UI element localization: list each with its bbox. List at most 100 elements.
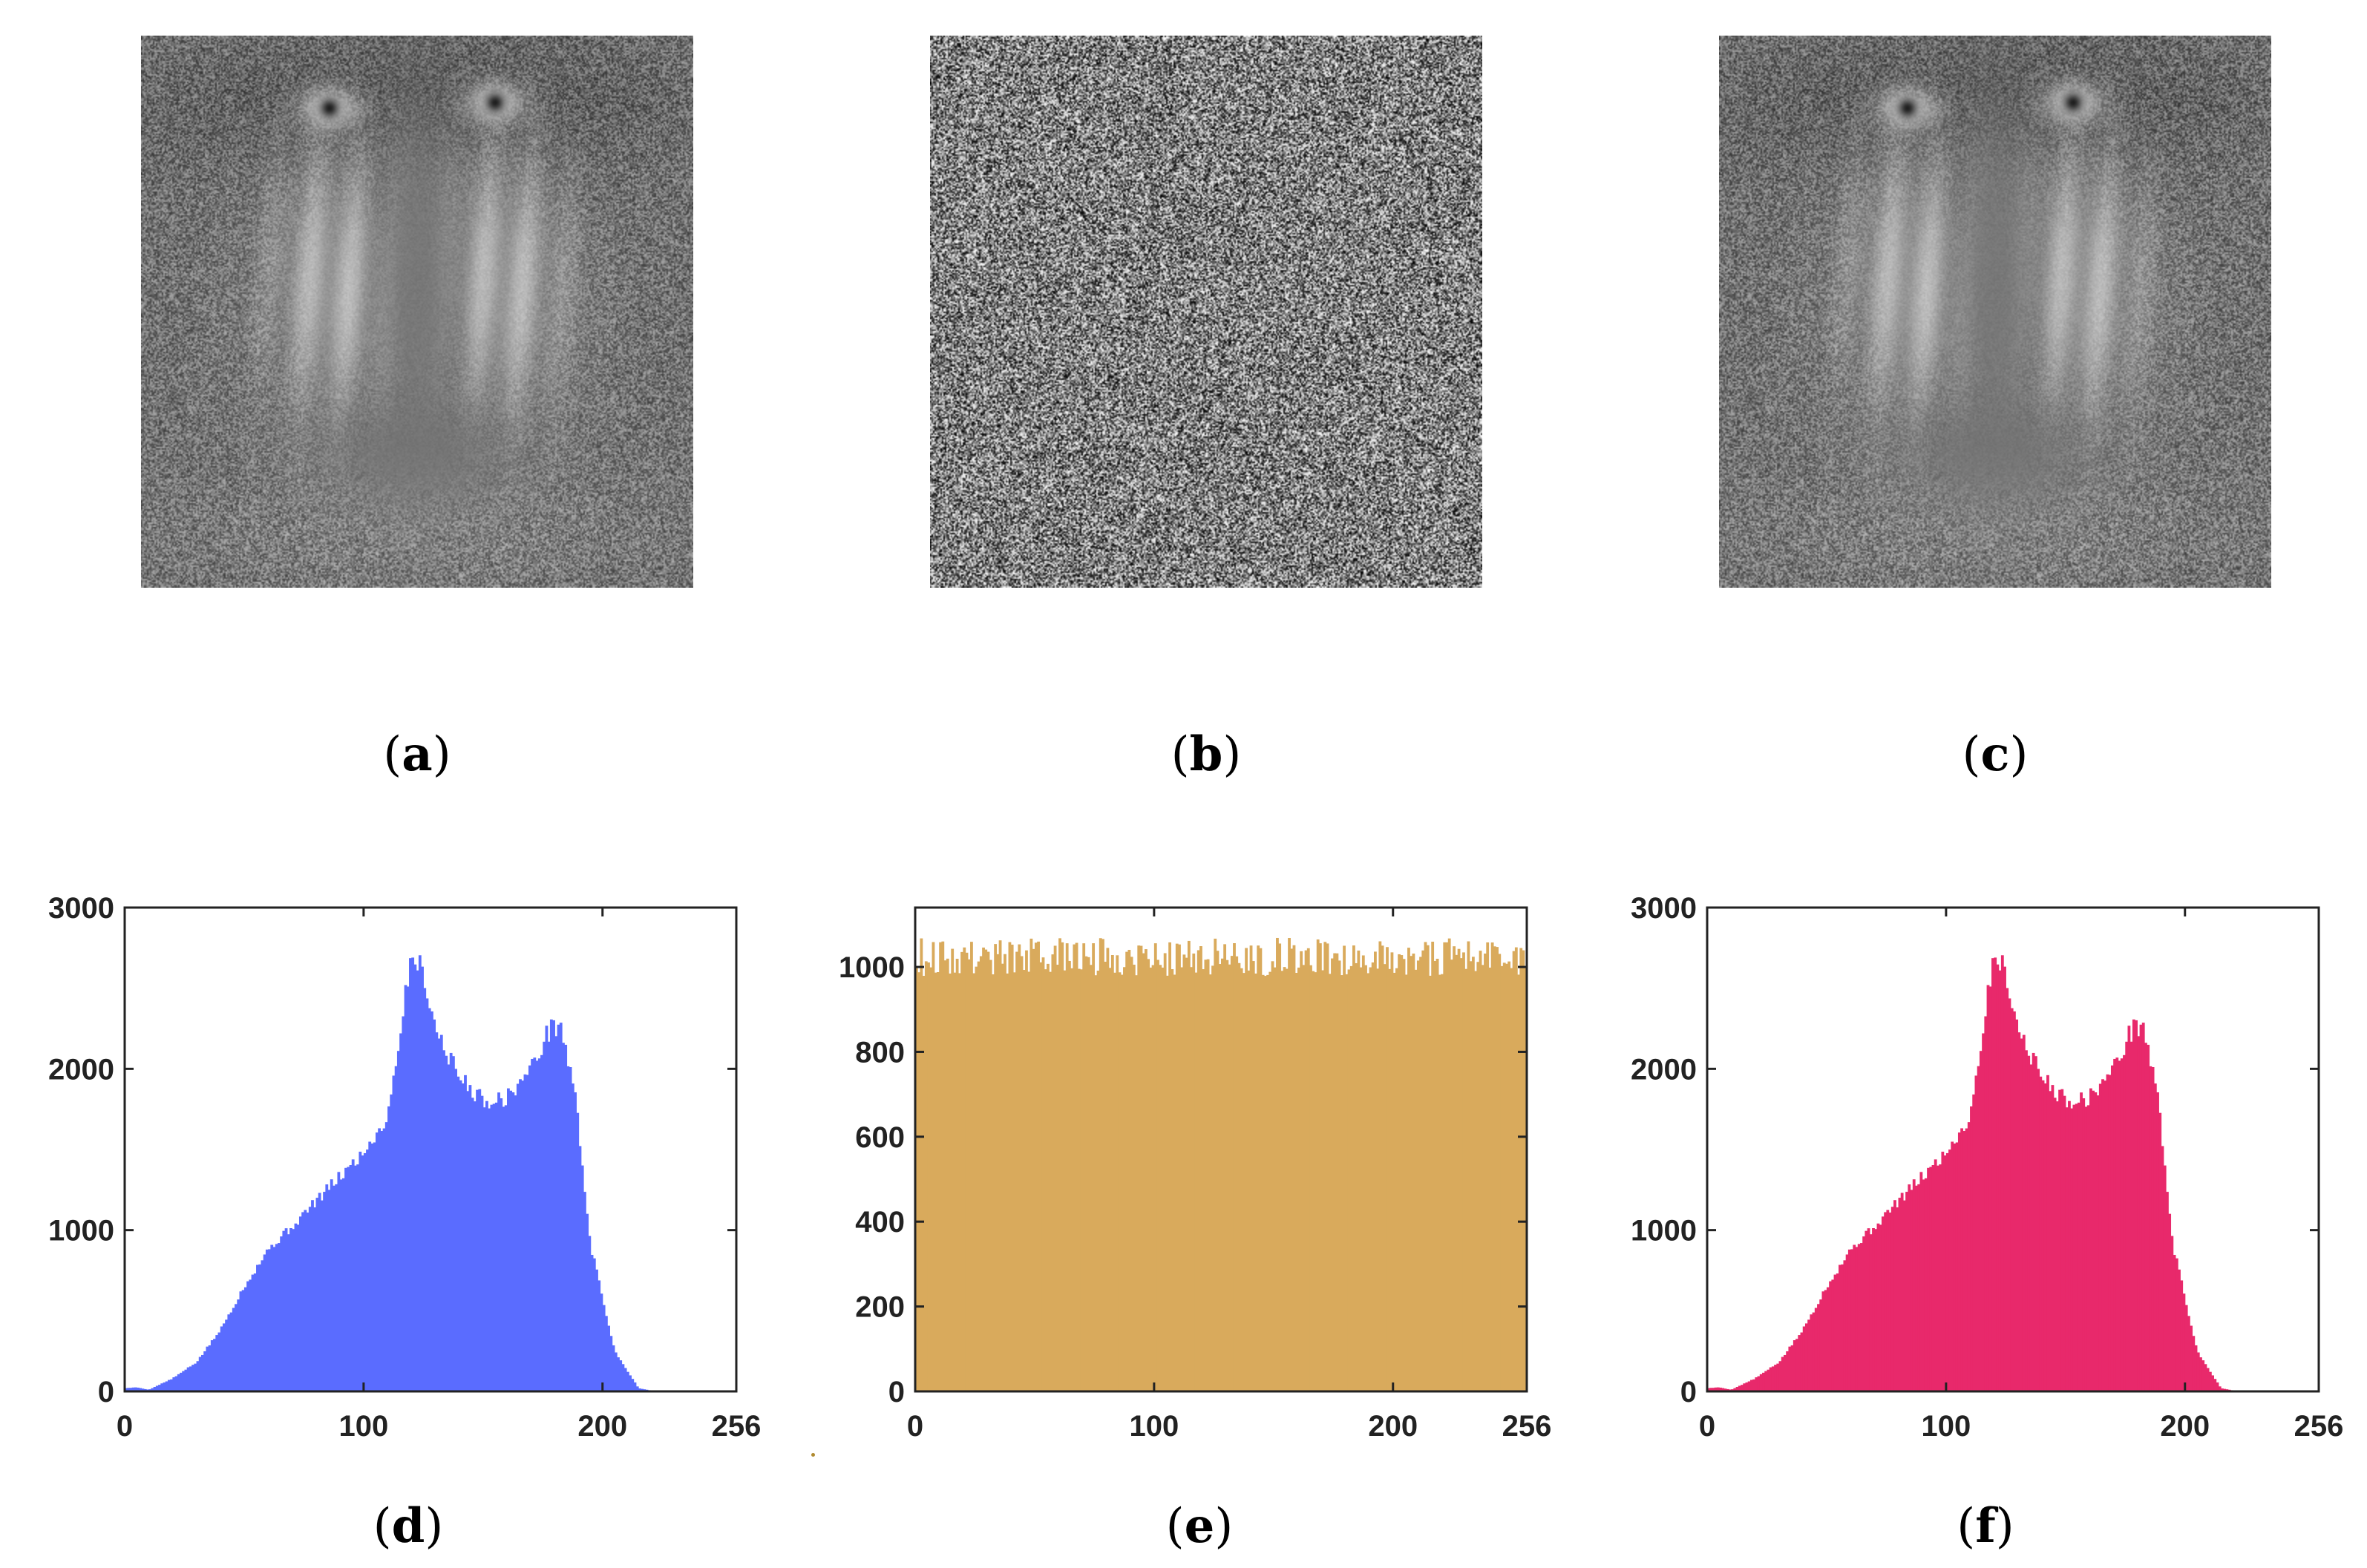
- histogram-bar: [1755, 1377, 1758, 1391]
- histogram-bar: [292, 1229, 295, 1391]
- histogram-bar: [1328, 974, 1332, 1391]
- histogram-bar: [1712, 1388, 1715, 1391]
- histogram-bar: [2129, 1041, 2133, 1391]
- histogram-bar: [1055, 965, 1059, 1391]
- histogram-bar: [1986, 985, 1990, 1391]
- histogram-bar: [638, 1388, 641, 1391]
- histogram-bar: [1431, 941, 1435, 1391]
- histogram-bar: [960, 951, 963, 1391]
- histogram-bar: [1927, 1167, 1930, 1391]
- histogram-bar: [2003, 966, 2006, 1391]
- histogram-bar: [2068, 1100, 2071, 1391]
- histogram-bar: [497, 1092, 500, 1391]
- histogram-bar: [1496, 947, 1499, 1391]
- histogram-bar: [1032, 948, 1035, 1391]
- histogram-bar: [1378, 941, 1382, 1391]
- histogram-bar: [1867, 1228, 1870, 1391]
- histogram-bar: [490, 1104, 494, 1391]
- histogram-bar: [2168, 1213, 2172, 1391]
- histogram-bar: [325, 1184, 329, 1391]
- histogram-bar: [203, 1351, 207, 1391]
- histogram-bar: [492, 1103, 496, 1391]
- histogram-bar: [1020, 956, 1024, 1391]
- histogram-bar: [1022, 970, 1026, 1391]
- histogram-bar: [598, 1280, 601, 1391]
- histogram-bar: [1767, 1369, 1770, 1391]
- histogram-bar: [1383, 964, 1387, 1391]
- histogram-bar: [2153, 1083, 2157, 1391]
- histogram-bar: [258, 1264, 262, 1391]
- histogram-bar: [456, 1076, 460, 1391]
- histogram-bar: [366, 1149, 369, 1391]
- histogram-bar: [1123, 967, 1126, 1391]
- histogram-bar: [256, 1264, 259, 1391]
- histogram-bar: [335, 1184, 338, 1391]
- histogram-bar: [1937, 1165, 1939, 1391]
- histogram-bar: [339, 1179, 343, 1391]
- histogram-bar: [435, 1032, 439, 1391]
- histogram-bar: [1266, 974, 1269, 1391]
- histogram-bar: [590, 1255, 594, 1391]
- histogram-bar: [1929, 1167, 1933, 1391]
- y-tick-label: 3000: [1631, 892, 1697, 925]
- histogram-bar: [1142, 953, 1145, 1391]
- histogram-bar: [1218, 964, 1222, 1391]
- histogram-bar: [2221, 1388, 2224, 1391]
- histogram-bar: [1355, 962, 1358, 1391]
- histogram-bar: [2211, 1375, 2214, 1391]
- histogram-bar: [1459, 958, 1463, 1391]
- histogram-bar: [1082, 943, 1086, 1391]
- histogram-bar: [1517, 974, 1520, 1391]
- histogram-bar: [1455, 954, 1458, 1391]
- histogram-bar: [1130, 957, 1133, 1391]
- histogram-bar: [1333, 953, 1337, 1391]
- histogram-bar: [1994, 957, 1997, 1391]
- histogram-bar: [1965, 1128, 1968, 1391]
- histogram-bar: [972, 973, 976, 1391]
- histogram-bar: [296, 1224, 300, 1391]
- histogram-bar: [1058, 938, 1061, 1391]
- histogram-bar: [1127, 949, 1131, 1391]
- histogram-bar: [1113, 972, 1116, 1391]
- histogram-bar: [1824, 1290, 1827, 1391]
- histogram-bar: [1847, 1249, 1851, 1391]
- histogram-bar: [2032, 1052, 2035, 1391]
- histogram-bar: [1795, 1339, 1798, 1391]
- histogram-bar: [1233, 943, 1236, 1391]
- x-tick-label: 100: [339, 1410, 389, 1443]
- histogram-bar: [1404, 974, 1408, 1391]
- histogram-bar: [1749, 1380, 1753, 1391]
- x-tick-label: 256: [1502, 1410, 1552, 1443]
- histogram-bar: [623, 1368, 627, 1391]
- histogram-bar: [1498, 954, 1502, 1391]
- histogram-bar: [1888, 1212, 1892, 1391]
- histogram-bar: [932, 942, 935, 1391]
- histogram-bar: [549, 1019, 553, 1391]
- histogram-bar: [941, 941, 945, 1391]
- histogram-bar: [370, 1144, 374, 1391]
- histogram-bar: [1153, 943, 1157, 1391]
- histogram-bar: [1228, 964, 1231, 1391]
- histogram-bar: [485, 1100, 488, 1391]
- histogram-bar: [1006, 973, 1009, 1391]
- histogram-bar: [631, 1379, 635, 1391]
- histogram-bar: [924, 961, 928, 1391]
- histogram-bar: [1960, 1128, 1964, 1391]
- histogram-bar: [1073, 944, 1076, 1391]
- histogram-bar: [2178, 1269, 2181, 1391]
- histogram-bar: [1759, 1374, 1763, 1391]
- y-tick-label: 800: [855, 1036, 905, 1069]
- histogram-bar: [1268, 971, 1272, 1391]
- histogram-bar: [2070, 1108, 2074, 1391]
- histogram-bar: [1263, 976, 1267, 1391]
- caption-a: (a): [383, 726, 451, 782]
- histogram-bar: [1745, 1382, 1749, 1391]
- histogram-bar: [2089, 1088, 2092, 1391]
- histogram-bar: [554, 1036, 558, 1391]
- histogram-encrypted-svg: 0 100 200 256 0 200 400 600 800 1000: [839, 906, 1552, 1443]
- histogram-bar: [2108, 1075, 2112, 1391]
- histogram-bar: [2029, 1064, 2033, 1391]
- histogram-bar: [354, 1165, 357, 1391]
- histogram-bar: [488, 1108, 491, 1391]
- histogram-bar: [2072, 1104, 2076, 1391]
